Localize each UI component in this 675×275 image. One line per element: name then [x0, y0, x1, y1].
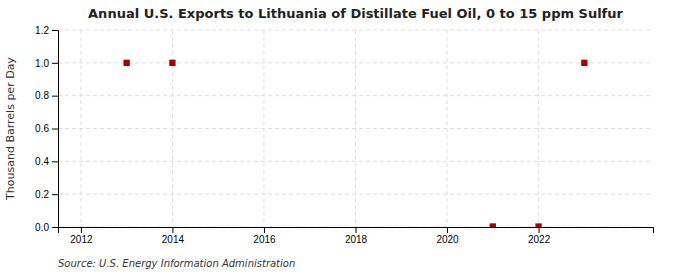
tick-label: 1.0: [35, 58, 49, 69]
tick-mark: [52, 161, 58, 162]
tick: 2014: [162, 227, 185, 245]
grid-line: [355, 30, 356, 227]
grid-line: [58, 62, 653, 63]
point: [123, 60, 129, 66]
tick-label: 0.4: [35, 156, 49, 167]
tick: 2020: [436, 227, 459, 245]
tick-label: 0.2: [35, 189, 49, 200]
tick-label: 0.0: [35, 222, 49, 233]
tick-mark: [52, 129, 58, 130]
tick-label: 2014: [162, 234, 185, 245]
tick-mark: [356, 227, 357, 233]
tick-mark: [52, 63, 58, 64]
source: Source: U.S. Energy Information Administ…: [58, 258, 295, 269]
tick: 1.0: [35, 58, 58, 69]
tick-mark: [81, 227, 82, 233]
tick: 2012: [70, 227, 93, 245]
tick: 0.0: [35, 222, 58, 233]
tick-mark: [447, 227, 448, 233]
grid: [58, 30, 653, 227]
grid-line: [58, 161, 653, 162]
point: [490, 223, 496, 227]
axis-line: [52, 31, 59, 228]
tick-mark: [52, 227, 58, 228]
point: [535, 223, 541, 227]
point: [169, 60, 175, 66]
chart: 2012 2014 2016 2018 2020 2022 0.0 0.2 0.4 0.6 0.8 1…: [0, 0, 675, 275]
tick-label: 2022: [528, 234, 551, 245]
y-axis: 0.0 0.2 0.4 0.6 0.8 1.0 1.2: [35, 25, 58, 233]
tick: 0.8: [35, 90, 58, 101]
grid-line: [80, 30, 81, 227]
axis-line: [59, 228, 654, 234]
grid-line: [172, 30, 173, 227]
tick: 2016: [253, 227, 276, 245]
plot: 2012 2014 2016 2018 2020 2022 0.0 0.2 0.4 0.6 0.8 1…: [35, 25, 653, 245]
title: Annual U.S. Exports to Lithuania of Dist…: [88, 6, 623, 21]
tick-mark: [264, 227, 265, 233]
tick: 0.4: [35, 156, 58, 167]
tick-label: 0.6: [35, 123, 49, 134]
tick: 0.2: [35, 189, 58, 200]
tick-label: 1.2: [35, 25, 49, 36]
tick-label: 2012: [70, 234, 93, 245]
points: [123, 60, 587, 227]
y-axis-title: Thousand Barrels per Day: [4, 57, 17, 201]
x-axis: 2012 2014 2016 2018 2020 2022: [59, 227, 654, 245]
tick: 1.2: [35, 25, 58, 36]
tick: 2022: [528, 227, 551, 245]
tick-mark: [539, 227, 540, 233]
tick-mark: [52, 194, 58, 195]
tick-label: 0.8: [35, 90, 49, 101]
tick-label: 2018: [345, 234, 368, 245]
tick-mark: [52, 30, 58, 31]
point: [581, 60, 587, 66]
tick: 0.6: [35, 123, 58, 134]
grid-line: [447, 30, 448, 227]
tick-label: 2020: [436, 234, 459, 245]
tick: 2018: [345, 227, 368, 245]
grid-line: [538, 30, 539, 227]
tick-mark: [52, 96, 58, 97]
grid-line: [263, 30, 264, 227]
tick-label: 2016: [253, 234, 276, 245]
tick-mark: [172, 227, 173, 233]
